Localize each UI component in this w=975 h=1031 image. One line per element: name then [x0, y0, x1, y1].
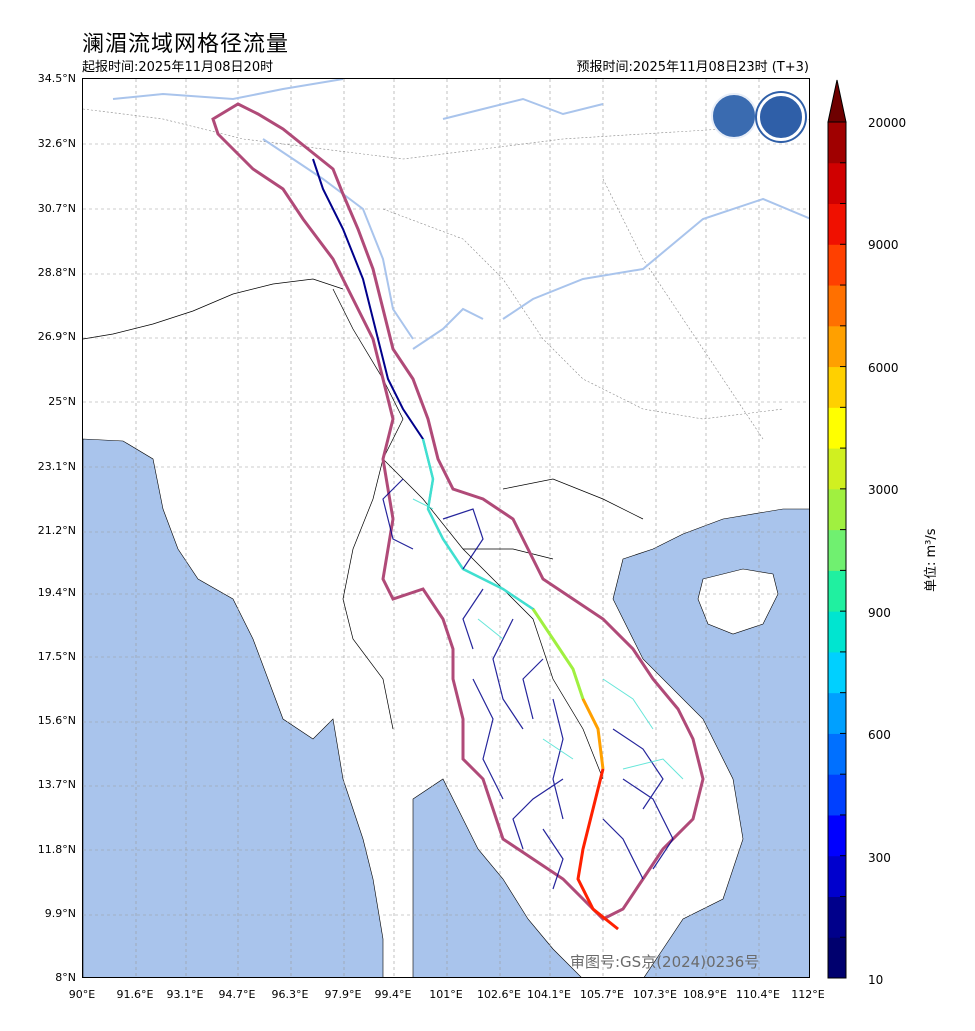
lon-tick: 97.9°E [324, 988, 362, 1001]
colorbar-label: 9000 [868, 238, 899, 252]
gulf-of-thailand [412, 778, 582, 977]
colorbar-cell [828, 937, 846, 979]
lat-tick: 8°N [55, 971, 76, 984]
colorbar-cell [828, 692, 846, 734]
colorbar-cell [828, 244, 846, 286]
colorbar-cell [828, 407, 846, 449]
colorbar-cell [828, 896, 846, 938]
lon-tick: 96.3°E [271, 988, 309, 1001]
bay-of-bengal [83, 438, 384, 977]
colorbar-cell [828, 733, 846, 775]
colorbar-cell [828, 325, 846, 368]
lat-tick: 9.9°N [44, 907, 76, 920]
lon-tick: 105.7°E [580, 988, 624, 1001]
colorbar-label: 10 [868, 973, 884, 987]
colorbar-cell [828, 203, 846, 245]
colorbar-arrow [827, 79, 847, 123]
wmo-logo-icon [711, 93, 757, 139]
map-svg [83, 79, 809, 977]
lat-tick: 17.5°N [37, 650, 76, 663]
lon-tick: 91.6°E [116, 988, 154, 1001]
lon-tick: 110.4°E [736, 988, 780, 1001]
colorbar-label: 600 [868, 728, 891, 742]
lon-tick: 102.6°E [477, 988, 521, 1001]
basin-outline [211, 102, 705, 921]
map-approval-number: 审图号:GS京(2024)0236号 [570, 953, 760, 971]
unit-label: 单位: m³/s [924, 528, 939, 592]
lat-tick: 34.5°N [37, 72, 76, 85]
south-china-sea [612, 508, 809, 977]
lon-tick: 112°E [791, 988, 825, 1001]
colorbar-cell [828, 162, 846, 205]
map-panel [82, 78, 810, 978]
colorbar-cell [828, 448, 846, 490]
lon-tick: 94.7°E [218, 988, 256, 1001]
colorbar-cell [828, 285, 846, 327]
cma-logo-icon [757, 93, 805, 141]
colorbar-cell [828, 814, 846, 857]
lat-tick: 26.9°N [37, 330, 76, 343]
lat-tick: 21.2°N [37, 524, 76, 537]
colorbar-cell [828, 122, 846, 164]
colorbar-label: 3000 [868, 483, 899, 497]
lat-tick: 30.7°N [37, 202, 76, 215]
lon-tick: 93.1°E [166, 988, 204, 1001]
colorbar-cell [828, 855, 846, 897]
lon-tick: 108.9°E [683, 988, 727, 1001]
lon-tick: 107.3°E [633, 988, 677, 1001]
colorbar-cell [828, 774, 846, 816]
lat-tick: 11.8°N [37, 843, 76, 856]
lat-tick: 32.6°N [37, 137, 76, 150]
colorbar-label: 900 [868, 606, 891, 620]
lat-tick: 23.1°N [37, 460, 76, 473]
colorbar-cell [828, 611, 846, 653]
lat-tick: 19.4°N [37, 586, 76, 599]
lon-tick: 101°E [429, 988, 463, 1001]
colorbar-cell [828, 366, 846, 408]
issue-time: 起报时间:2025年11月08日20时 [82, 60, 274, 75]
forecast-time: 预报时间:2025年11月08日23时 (T+3) [576, 60, 809, 75]
colorbar-label: 300 [868, 851, 891, 865]
lat-tick: 25°N [48, 395, 76, 408]
lat-tick: 15.6°N [37, 714, 76, 727]
colorbar-cell [828, 529, 846, 571]
lat-tick: 13.7°N [37, 778, 76, 791]
colorbar-label: 20000 [868, 116, 907, 130]
colorbar-cell [828, 570, 846, 612]
colorbar-label: 6000 [868, 361, 899, 375]
lon-tick: 99.4°E [374, 988, 412, 1001]
lon-tick: 90°E [68, 988, 96, 1001]
chart-title: 澜湄流域网格径流量 [82, 32, 290, 57]
lon-tick: 104.1°E [527, 988, 571, 1001]
lat-tick: 28.8°N [37, 266, 76, 279]
colorbar [827, 79, 847, 979]
hainan-island [697, 568, 779, 635]
colorbar-cell [828, 488, 846, 531]
colorbar-cell [828, 651, 846, 694]
